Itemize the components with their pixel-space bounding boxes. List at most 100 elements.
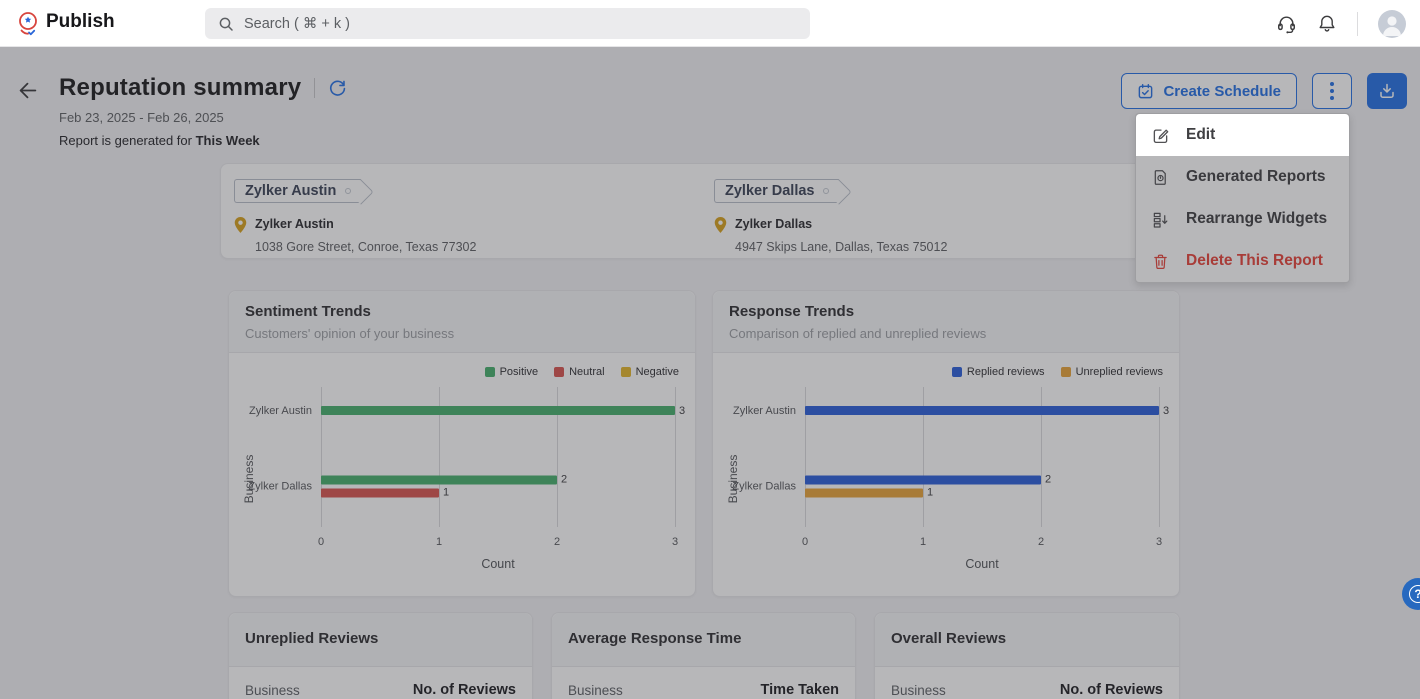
business-block: Zylker Austin Zylker Austin 1038 Gore St… <box>234 179 476 254</box>
chart-title: Sentiment Trends <box>245 303 371 320</box>
category-label: Zylker Austin <box>249 404 312 417</box>
more-options-menu: Edit Generated Reports Rearrange Widge <box>1135 113 1350 283</box>
topbar: Publish Search ( ⌘ + k ) <box>0 0 1420 47</box>
support-headset-icon[interactable] <box>1276 13 1297 34</box>
bar-replied-reviews[interactable] <box>805 406 1159 416</box>
legend-item[interactable]: Unreplied reviews <box>1060 365 1163 378</box>
chart-title: Response Trends <box>729 303 855 320</box>
bar-value-label: 2 <box>561 473 568 486</box>
column-header-business: Business <box>568 682 623 698</box>
legend-swatch <box>554 366 565 377</box>
response-trends-card: Response Trends Comparison of replied an… <box>712 290 1180 597</box>
x-tick-label: 2 <box>1037 536 1045 548</box>
column-header-business: Business <box>245 682 300 698</box>
menu-item-generated-reports[interactable]: Generated Reports <box>1136 156 1349 198</box>
chart-subtitle: Customers' opinion of your business <box>245 326 455 341</box>
legend-swatch <box>484 366 495 377</box>
x-tick-label: 3 <box>671 536 679 548</box>
bar-neutral[interactable] <box>321 488 439 498</box>
bar-unreplied-reviews[interactable] <box>805 488 923 498</box>
table-title: Average Response Time <box>552 613 855 667</box>
legend-item[interactable]: Neutral <box>554 365 605 378</box>
x-tick-label: 3 <box>1155 536 1163 548</box>
business-tag: Zylker Austin <box>234 179 362 203</box>
menu-item-rearrange-widgets[interactable]: Rearrange Widgets <box>1136 198 1349 240</box>
legend-swatch <box>951 366 962 377</box>
category-label: Zylker Dallas <box>248 480 312 493</box>
report-page: Reputation summary Feb 23, 2025 - Feb 26… <box>0 47 1420 699</box>
download-report-button[interactable] <box>1367 73 1407 109</box>
legend-item[interactable]: Replied reviews <box>951 365 1045 378</box>
column-header-business: Business <box>891 682 946 698</box>
page-title: Reputation summary <box>59 74 302 101</box>
notifications-bell-icon[interactable] <box>1317 13 1337 34</box>
bar-value-label: 2 <box>1045 473 1052 486</box>
back-button[interactable] <box>17 80 38 106</box>
avatar[interactable] <box>1378 9 1406 38</box>
legend-item[interactable]: Positive <box>484 366 538 378</box>
chart-plot: Zylker Austin 3 Zylker Dallas 2 1 <box>248 387 685 527</box>
chart-xlabel: Count <box>481 557 515 571</box>
bar-replied-reviews[interactable] <box>805 475 1041 485</box>
business-name: Zylker Dallas <box>735 217 813 231</box>
business-address: 4947 Skips Lane, Dallas, Texas 75012 <box>735 240 948 254</box>
chart-xticks: 0 1 2 3 <box>801 536 1163 551</box>
generated-reports-icon <box>1152 169 1169 186</box>
calendar-check-icon <box>1137 83 1154 100</box>
tag-hole-icon <box>345 188 352 194</box>
average-response-time-card: Average Response Time Business Time Take… <box>551 612 856 699</box>
bar-value-label: 3 <box>1163 404 1170 417</box>
more-options-button[interactable] <box>1312 73 1352 109</box>
report-generated-for: Report is generated for This Week <box>59 133 260 148</box>
chart-plot: Zylker Austin 3 Zylker Dallas 2 1 <box>732 387 1169 527</box>
location-pin-icon <box>714 217 727 233</box>
column-header-value: No. of Reviews <box>1059 682 1163 698</box>
bar-value-label: 1 <box>443 486 450 499</box>
chart-category-row: Zylker Austin 3 <box>249 405 685 417</box>
x-tick-label: 1 <box>919 536 927 548</box>
chart-legend: Positive Neutral Negative <box>229 353 695 378</box>
report-date-range: Feb 23, 2025 - Feb 26, 2025 <box>59 110 224 125</box>
download-icon <box>1378 82 1396 100</box>
search-placeholder: Search ( ⌘ + k ) <box>244 15 350 32</box>
gridline <box>675 387 676 527</box>
legend-item[interactable]: Negative <box>620 365 679 378</box>
chart-subtitle: Comparison of replied and unreplied revi… <box>729 326 987 341</box>
legend-label: Unreplied reviews <box>1075 365 1163 378</box>
x-tick-label: 1 <box>435 536 443 548</box>
create-schedule-button[interactable]: Create Schedule <box>1121 73 1297 109</box>
chart-xticks: 0 1 2 3 <box>317 536 679 551</box>
bar-value-label: 1 <box>927 486 934 499</box>
legend-label: Negative <box>635 365 679 378</box>
help-button[interactable]: ? <box>1402 578 1420 610</box>
publish-logo-icon <box>15 10 41 42</box>
bar-value-label: 3 <box>679 404 686 417</box>
menu-item-delete-report[interactable]: Delete This Report <box>1136 240 1349 282</box>
search-icon <box>218 16 234 32</box>
bar-positive[interactable] <box>321 406 675 416</box>
column-header-value: Time Taken <box>760 682 839 698</box>
legend-label: Neutral <box>569 365 605 378</box>
bar-positive[interactable] <box>321 475 557 485</box>
legend-swatch <box>1060 366 1071 377</box>
refresh-icon[interactable] <box>328 79 347 98</box>
gridline <box>1041 387 1042 527</box>
menu-item-edit[interactable]: Edit <box>1136 114 1349 156</box>
app-name: Publish <box>46 11 115 32</box>
category-label: Zylker Dallas <box>732 480 796 493</box>
topbar-divider <box>1357 11 1358 36</box>
question-icon: ? <box>1409 585 1420 603</box>
x-tick-label: 0 <box>317 536 325 548</box>
chart-category-row: Zylker Dallas 2 1 <box>732 473 1159 499</box>
table-title: Unreplied Reviews <box>229 613 532 667</box>
business-name: Zylker Austin <box>255 217 334 231</box>
chart-legend: Replied reviews Unreplied reviews <box>713 353 1179 378</box>
rearrange-widgets-icon <box>1152 211 1169 228</box>
x-tick-label: 0 <box>801 536 809 548</box>
unreplied-reviews-card: Unreplied Reviews Business No. of Review… <box>228 612 533 699</box>
overall-reviews-card: Overall Reviews Business No. of Reviews <box>874 612 1180 699</box>
search-input[interactable]: Search ( ⌘ + k ) <box>205 8 810 39</box>
gridline <box>439 387 440 527</box>
legend-label: Replied reviews <box>966 365 1045 378</box>
edit-icon <box>1152 127 1169 144</box>
